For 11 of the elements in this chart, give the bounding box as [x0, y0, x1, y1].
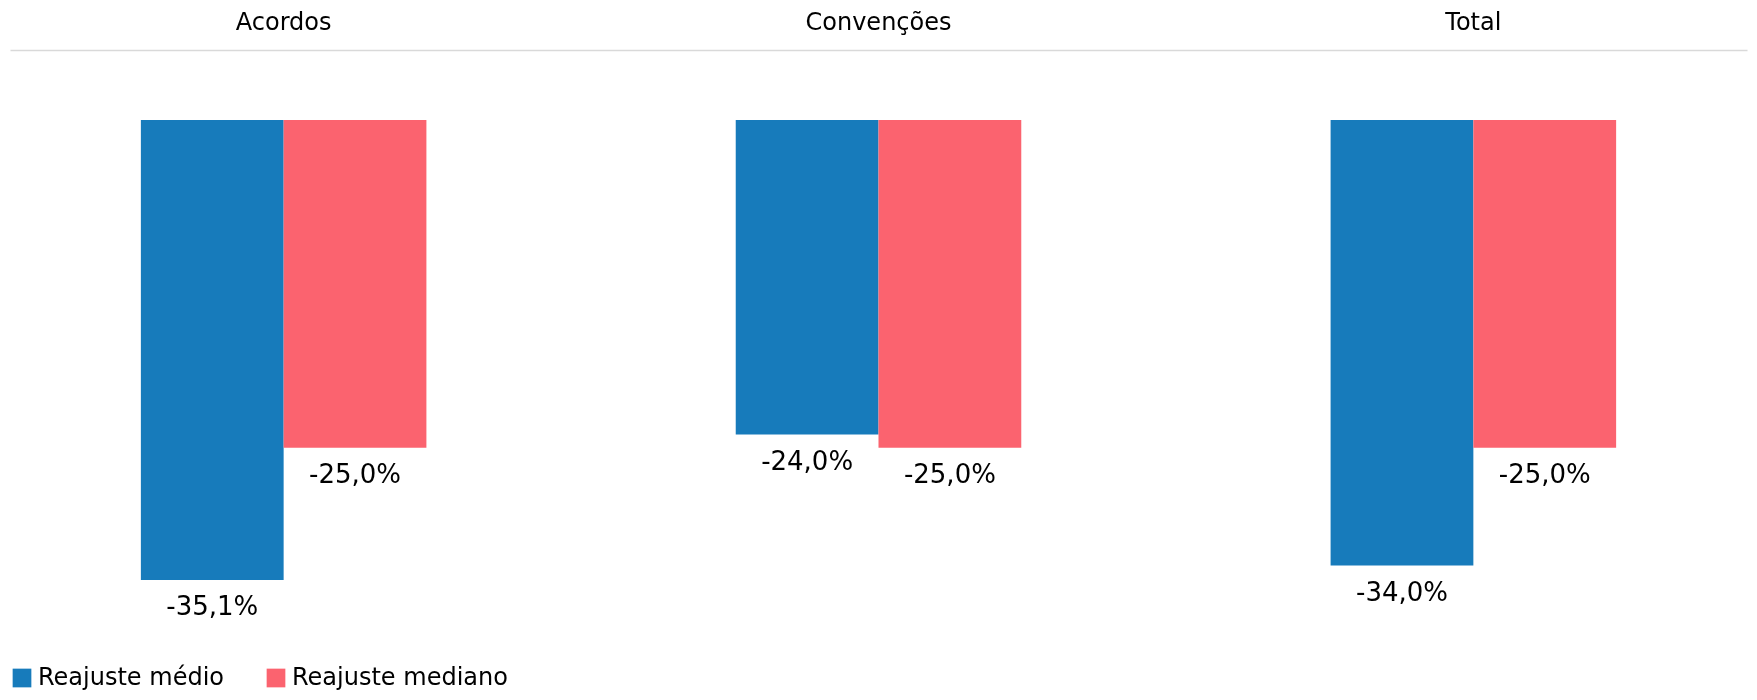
x-tick-label: Total	[1444, 7, 1502, 36]
data-label: -25,0%	[903, 458, 996, 489]
data-label: -25,0%	[309, 458, 402, 489]
data-label: -24,0%	[761, 445, 854, 476]
data-label: -25,0%	[1498, 458, 1591, 489]
x-tick-label: Convenções	[805, 7, 952, 36]
data-label: -34,0%	[1355, 576, 1448, 607]
data-label: -35,1%	[166, 591, 259, 621]
x-tick-label: Acordos	[235, 7, 332, 36]
legend-label: Reajuste mediano	[292, 663, 508, 691]
legend-label: Reajuste médio	[38, 663, 224, 691]
